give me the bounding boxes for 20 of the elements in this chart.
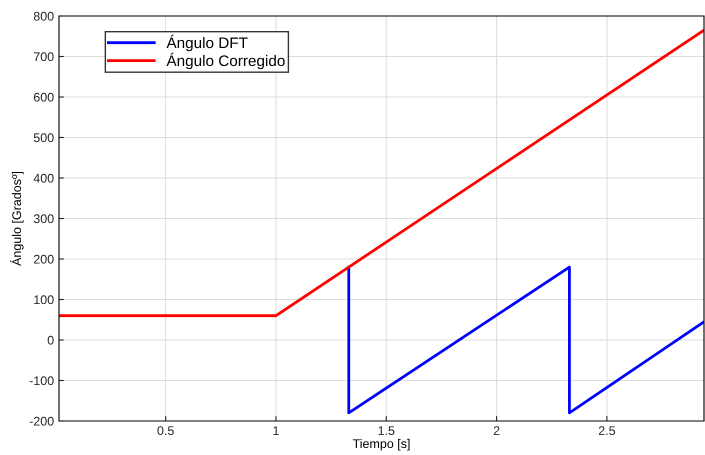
y-tick-label: -200 xyxy=(30,416,54,426)
y-tick-label: 500 xyxy=(34,133,54,142)
y-tick-label: 0 xyxy=(48,336,54,345)
y-tick-label: 300 xyxy=(34,214,54,224)
legend-label: Ángulo Corregido xyxy=(166,52,285,70)
x-tick-label: 0.5 xyxy=(157,426,174,436)
x-axis-title: Tiempo [s] xyxy=(352,438,410,451)
y-tick-label: 700 xyxy=(34,52,54,62)
x-tick-label: 1 xyxy=(273,426,279,435)
legend-label: Ángulo DFT xyxy=(166,34,248,52)
y-tick-label: 100 xyxy=(34,295,54,304)
y-axis-title: Ángulo [Gradosº] xyxy=(10,172,24,266)
y-tick-label: -100 xyxy=(30,376,54,386)
y-tick-label: 400 xyxy=(34,174,54,183)
y-tick-label: 600 xyxy=(34,92,54,102)
x-tick-label: 1.5 xyxy=(378,426,394,436)
y-tick-label: 800 xyxy=(34,12,54,21)
x-tick-label: 2.5 xyxy=(598,426,616,436)
y-tick-label: 200 xyxy=(34,254,54,264)
x-tick-label: 2 xyxy=(494,426,500,435)
